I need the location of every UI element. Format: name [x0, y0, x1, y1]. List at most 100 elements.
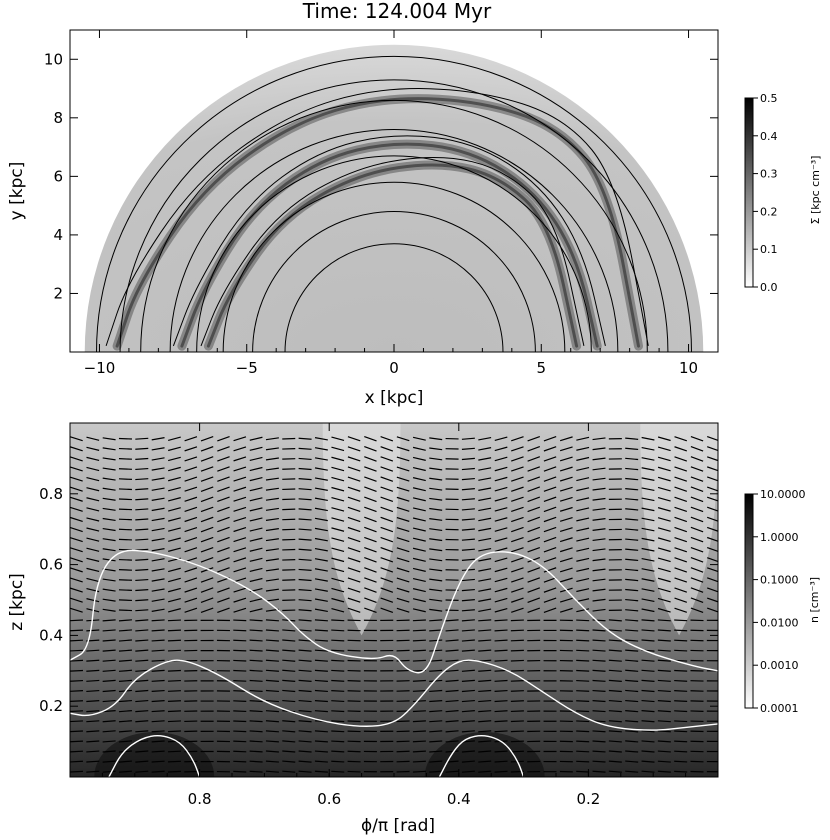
bottom-x-tick-label: 0.8	[188, 790, 212, 808]
velocity-vector	[119, 610, 132, 611]
velocity-vector	[331, 771, 344, 772]
velocity-vector	[250, 721, 263, 722]
velocity-vector	[495, 640, 508, 641]
velocity-vector	[152, 761, 165, 762]
velocity-vector	[331, 691, 344, 692]
top-x-tick-label: −10	[84, 359, 116, 377]
top-ylabel: y [kpc]	[7, 162, 27, 221]
velocity-vector	[511, 640, 524, 641]
velocity-vector	[576, 701, 589, 702]
velocity-vector	[250, 711, 263, 712]
top-x-tick-label: 5	[536, 359, 546, 377]
velocity-vector	[119, 570, 132, 571]
velocity-vector	[331, 660, 344, 661]
velocity-vector	[152, 731, 165, 732]
velocity-vector	[152, 701, 165, 702]
velocity-vector	[413, 701, 426, 702]
velocity-vector	[495, 721, 508, 722]
bottom-x-tick-label: 0.4	[447, 790, 471, 808]
velocity-vector	[413, 691, 426, 692]
top-colorbar-tick-label: 0.5	[760, 92, 778, 105]
velocity-vector	[331, 681, 344, 682]
velocity-vector	[576, 721, 589, 722]
velocity-vector	[331, 670, 344, 671]
velocity-vector	[576, 660, 589, 661]
velocity-vector	[593, 691, 606, 692]
velocity-vector	[593, 701, 606, 702]
velocity-vector	[593, 731, 606, 732]
top-y-tick-label: 8	[53, 109, 63, 127]
velocity-vector	[674, 630, 687, 631]
velocity-vector	[250, 620, 263, 621]
bottom-plot	[70, 423, 720, 822]
velocity-vector	[674, 650, 687, 651]
bottom-y-tick-label: 0.4	[39, 626, 63, 644]
top-y-tick-label: 10	[44, 50, 63, 68]
velocity-vector	[119, 499, 132, 500]
velocity-vector	[674, 691, 687, 692]
top-colorbar-ticks: 0.00.10.20.30.40.5	[753, 92, 778, 294]
velocity-vector	[576, 691, 589, 692]
velocity-vector	[119, 560, 132, 561]
velocity-vector	[250, 640, 263, 641]
velocity-vector	[413, 721, 426, 722]
velocity-vector	[168, 630, 181, 631]
velocity-vector	[250, 650, 263, 651]
velocity-vector	[413, 731, 426, 732]
bottom-x-tick-label: 0.6	[317, 790, 341, 808]
velocity-vector	[250, 630, 263, 631]
velocity-vector	[511, 751, 524, 752]
bottom-colorbar-tick-label: 0.0001	[760, 702, 799, 715]
velocity-vector	[511, 701, 524, 702]
velocity-vector	[511, 660, 524, 661]
velocity-vector	[576, 771, 589, 772]
velocity-vector	[413, 650, 426, 651]
velocity-vector	[70, 640, 83, 641]
velocity-vector	[70, 630, 83, 631]
velocity-vector	[495, 711, 508, 712]
velocity-vector	[233, 620, 246, 621]
velocity-vector	[152, 771, 165, 772]
velocity-vector	[593, 640, 606, 641]
velocity-vector	[593, 660, 606, 661]
velocity-vector	[250, 731, 263, 732]
top-colorbar	[745, 98, 753, 287]
velocity-vector	[511, 671, 524, 672]
velocity-vector	[152, 691, 165, 692]
top-y-tick-label: 2	[53, 284, 63, 302]
velocity-vector	[250, 691, 263, 692]
bottom-x-tick-label: 0.2	[576, 790, 600, 808]
velocity-vector	[593, 751, 606, 752]
velocity-vector	[152, 660, 165, 661]
velocity-vector	[250, 680, 263, 681]
bottom-colorbar-tick-label: 0.0010	[760, 659, 799, 672]
top-plot	[70, 30, 718, 352]
velocity-vector	[331, 741, 344, 742]
velocity-vector	[576, 681, 589, 682]
velocity-vector	[576, 630, 589, 631]
velocity-vector	[168, 640, 181, 641]
velocity-vector	[331, 761, 344, 762]
velocity-vector	[152, 670, 165, 671]
velocity-vector	[413, 771, 426, 772]
velocity-vector	[674, 761, 687, 762]
velocity-vector	[593, 670, 606, 671]
velocity-vector	[413, 741, 426, 742]
velocity-vector	[250, 741, 263, 742]
velocity-vector	[119, 489, 132, 490]
velocity-vector	[576, 650, 589, 651]
velocity-vector	[70, 660, 83, 661]
velocity-vector	[119, 519, 132, 520]
velocity-vector	[331, 640, 344, 641]
velocity-vector	[168, 751, 181, 752]
velocity-vector	[331, 701, 344, 702]
velocity-vector	[495, 771, 508, 772]
velocity-vector	[593, 650, 606, 651]
velocity-vector	[511, 741, 524, 742]
velocity-vector	[593, 741, 606, 742]
velocity-vector	[70, 620, 83, 621]
velocity-vector	[674, 640, 687, 641]
velocity-vector	[233, 721, 246, 722]
velocity-vector	[511, 620, 524, 621]
velocity-vector	[168, 701, 181, 702]
